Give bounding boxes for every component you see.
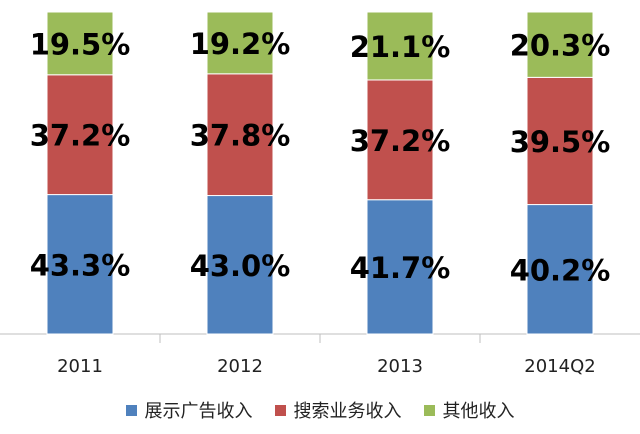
data-label: 37.8% (190, 119, 291, 153)
bar-segment (206, 11, 274, 75)
legend-swatch-search (274, 404, 286, 416)
plot-area (46, 11, 594, 335)
bar-segment (206, 73, 274, 197)
legend-swatch-other (423, 404, 435, 416)
legend-label-search: 搜索业务收入 (293, 401, 402, 422)
bar-segment (46, 11, 114, 76)
legend-label-other: 其他收入 (442, 401, 515, 422)
x-tick-label: 2011 (57, 356, 103, 377)
bar-segment (46, 194, 114, 335)
legend: 展示广告收入 搜索业务收入 其他收入 (0, 396, 640, 424)
data-label: 43.0% (190, 249, 291, 283)
bar-segment (46, 74, 114, 196)
bar-segment (366, 199, 434, 335)
legend-item-search: 搜索业务收入 (274, 397, 402, 423)
data-label: 39.5% (510, 125, 611, 159)
data-label: 43.3% (30, 248, 131, 282)
data-label: 19.2% (190, 27, 291, 61)
legend-swatch-display-ads (125, 404, 137, 416)
legend-item-display-ads: 展示广告收入 (125, 397, 253, 423)
data-label: 37.2% (350, 124, 451, 158)
data-label: 41.7% (350, 251, 451, 285)
legend-label-display-ads: 展示广告收入 (144, 401, 253, 422)
data-label: 37.2% (30, 119, 131, 153)
data-label: 19.5% (30, 27, 131, 61)
x-tick-labels: 2011 2012 2013 2014Q2 (57, 356, 596, 377)
bar-segment (526, 76, 594, 206)
bar-segment (526, 11, 594, 78)
x-tick-label: 2012 (217, 356, 263, 377)
data-labels: 43.3% 37.2% 19.5% 43.0% 37.8% 19.2% 41.7% 37.2%… (30, 27, 611, 287)
x-axis (0, 333, 640, 343)
x-tick-label: 2014Q2 (524, 356, 595, 377)
bar-segment (366, 79, 434, 201)
bar-segment (206, 195, 274, 335)
x-tick-label: 2013 (377, 356, 423, 377)
data-label: 21.1% (350, 30, 451, 64)
data-label: 20.3% (510, 29, 611, 63)
data-label: 40.2% (510, 253, 611, 287)
bar-segment (366, 11, 434, 81)
legend-item-other: 其他收入 (423, 397, 515, 423)
